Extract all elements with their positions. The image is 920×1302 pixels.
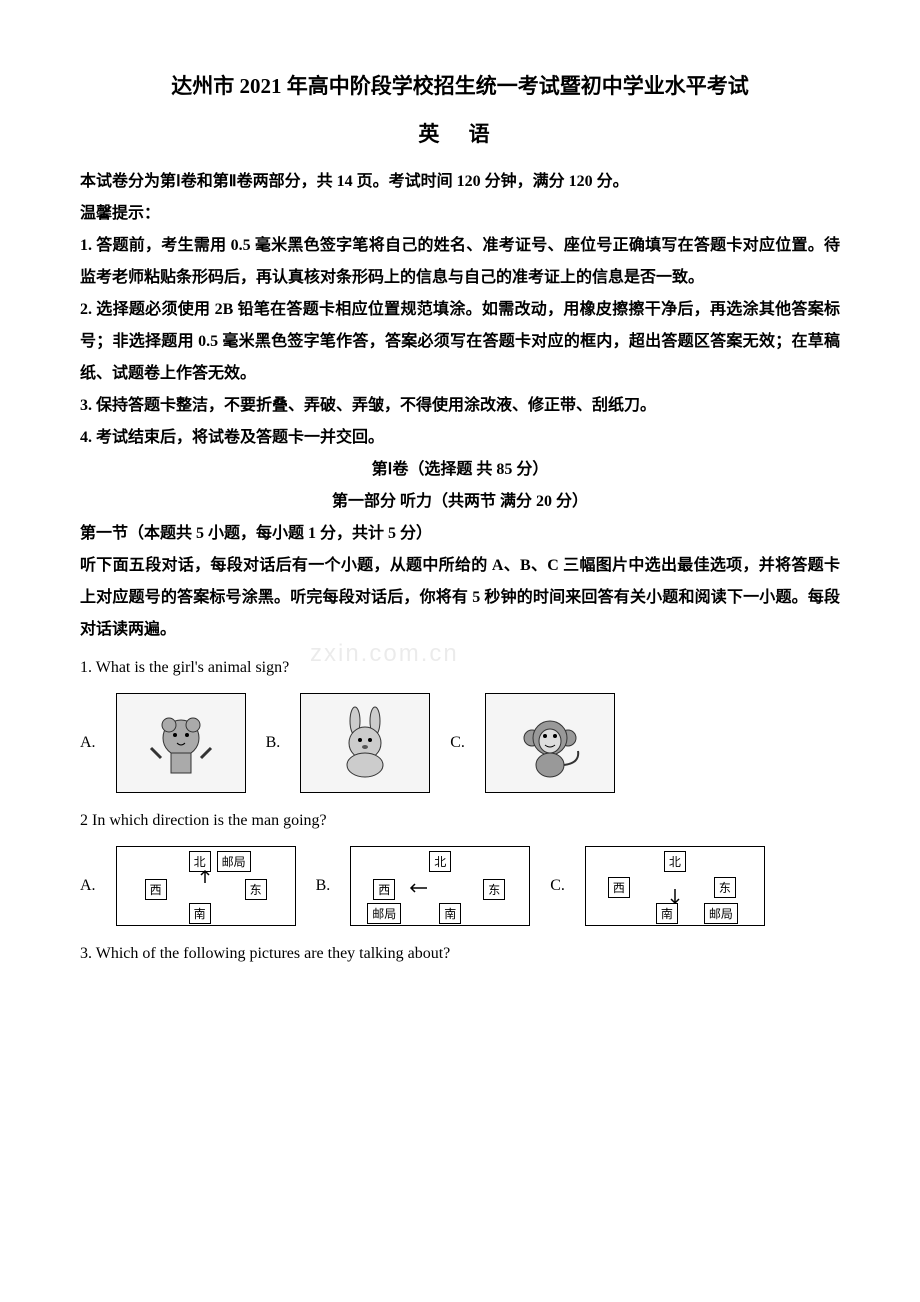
q2-compass-b: 北 西 东 邮局 南 — [350, 846, 530, 926]
north-label: 北 — [429, 851, 451, 872]
tiger-icon — [141, 703, 221, 783]
arrow-up-icon — [197, 869, 213, 885]
q1-image-b — [300, 693, 430, 793]
question-1-text: 1. What is the girl's animal sign? — [80, 654, 840, 683]
q2-option-b-label: B. — [316, 877, 331, 895]
tip-2: 2. 选择题必须使用 2B 铅笔在答题卡相应位置规范填涂。如需改动，用橡皮擦擦干… — [80, 294, 840, 390]
question-2-options: A. 北 邮局 西 东 南 B. 北 西 东 邮局 南 C. 北 西 东 南 邮… — [80, 846, 840, 926]
post-label: 邮局 — [704, 903, 738, 924]
south-label: 南 — [189, 903, 211, 924]
intro-text: 本试卷分为第Ⅰ卷和第Ⅱ卷两部分，共 14 页。考试时间 120 分钟，满分 12… — [80, 166, 840, 198]
section-1-header: 第Ⅰ卷（选择题 共 85 分） — [80, 454, 840, 486]
question-1-options: A. B. — [80, 693, 840, 793]
q1-option-b-label: B. — [266, 734, 281, 752]
q2-compass-a: 北 邮局 西 东 南 — [116, 846, 296, 926]
q2-option-c-label: C. — [550, 877, 565, 895]
tips-header: 温馨提示： — [80, 198, 840, 230]
east-label: 东 — [714, 877, 736, 898]
west-label: 西 — [373, 879, 395, 900]
west-label: 西 — [145, 879, 167, 900]
page: zxin.com.cn 达州市 2021 年高中阶段学校招生统一考试暨初中学业水… — [80, 70, 840, 968]
east-label: 东 — [483, 879, 505, 900]
exam-subtitle: 英 语 — [80, 118, 840, 148]
q1-image-c — [485, 693, 615, 793]
post-label: 邮局 — [367, 903, 401, 924]
q1-option-a-label: A. — [80, 734, 96, 752]
monkey-icon — [510, 703, 590, 783]
question-3-text: 3. Which of the following pictures are t… — [80, 940, 840, 969]
q1-option-c-label: C. — [450, 734, 465, 752]
subsection-header: 第一节（本题共 5 小题，每小题 1 分，共计 5 分） — [80, 518, 840, 550]
post-label: 邮局 — [217, 851, 251, 872]
q2-option-a-label: A. — [80, 877, 96, 895]
east-label: 东 — [245, 879, 267, 900]
exam-title: 达州市 2021 年高中阶段学校招生统一考试暨初中学业水平考试 — [80, 70, 840, 100]
south-label: 南 — [439, 903, 461, 924]
listening-intro: 听下面五段对话，每段对话后有一个小题，从题中所给的 A、B、C 三幅图片中选出最… — [80, 550, 840, 646]
tip-4: 4. 考试结束后，将试卷及答题卡一并交回。 — [80, 422, 840, 454]
west-label: 西 — [608, 877, 630, 898]
arrow-left-icon — [409, 881, 429, 895]
section-2-header: 第一部分 听力（共两节 满分 20 分） — [80, 486, 840, 518]
q1-image-a — [116, 693, 246, 793]
north-label: 北 — [664, 851, 686, 872]
question-2-text: 2 In which direction is the man going? — [80, 807, 840, 836]
tip-1: 1. 答题前，考生需用 0.5 毫米黑色签字笔将自己的姓名、准考证号、座位号正确… — [80, 230, 840, 294]
rabbit-icon — [325, 703, 405, 783]
south-label: 南 — [656, 903, 678, 924]
arrow-down-icon — [668, 887, 682, 905]
tip-3: 3. 保持答题卡整洁，不要折叠、弄破、弄皱，不得使用涂改液、修正带、刮纸刀。 — [80, 390, 840, 422]
q2-compass-c: 北 西 东 南 邮局 — [585, 846, 765, 926]
